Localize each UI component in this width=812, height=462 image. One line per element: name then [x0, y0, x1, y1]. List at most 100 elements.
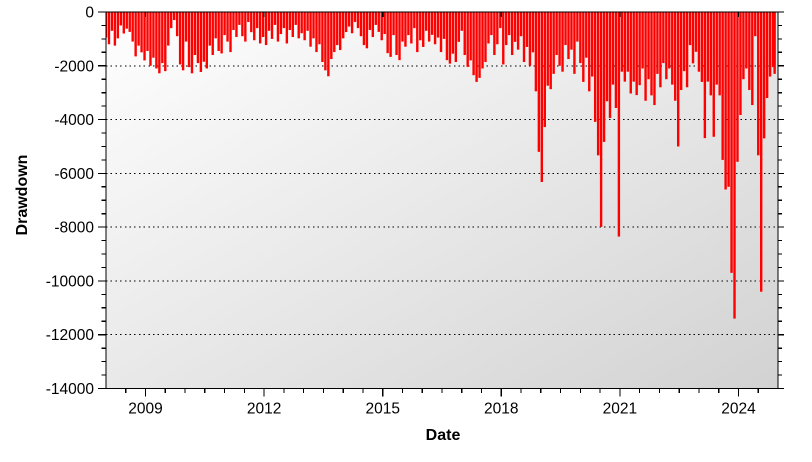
- drawdown-series: [106, 12, 776, 319]
- drawdown-bar: [389, 12, 392, 57]
- drawdown-bar: [226, 12, 229, 42]
- drawdown-bar: [285, 12, 289, 44]
- drawdown-bar: [552, 12, 555, 74]
- drawdown-bar: [339, 12, 342, 51]
- drawdown-bar: [273, 12, 277, 25]
- drawdown-bar: [149, 12, 152, 66]
- drawdown-bar: [549, 12, 552, 90]
- drawdown-bar: [679, 12, 683, 90]
- drawdown-bar: [327, 12, 330, 77]
- drawdown-bar: [614, 12, 618, 109]
- drawdown-bar: [513, 12, 517, 42]
- drawdown-bar: [638, 12, 641, 86]
- drawdown-bar: [398, 12, 401, 61]
- drawdown-bar: [333, 12, 336, 53]
- drawdown-bar: [107, 12, 111, 45]
- drawdown-bar: [261, 12, 265, 38]
- drawdown-bar: [641, 12, 644, 69]
- drawdown-bar: [570, 12, 573, 50]
- drawdown-bar: [712, 12, 715, 137]
- drawdown-bar: [253, 12, 256, 41]
- drawdown-bar: [152, 12, 155, 58]
- drawdown-bar: [193, 12, 197, 56]
- drawdown-bar: [697, 12, 701, 72]
- x-tick-label: 2021: [603, 401, 637, 418]
- drawdown-bar: [312, 12, 315, 39]
- drawdown-bar: [674, 12, 677, 101]
- drawdown-bar: [291, 12, 294, 38]
- drawdown-bar: [276, 12, 280, 42]
- drawdown-bar: [478, 12, 481, 78]
- drawdown-bar: [629, 12, 632, 94]
- drawdown-bar: [380, 12, 383, 41]
- drawdown-bar: [688, 12, 692, 46]
- drawdown-bar: [656, 12, 659, 74]
- drawdown-bar: [564, 12, 567, 46]
- drawdown-bar: [315, 12, 318, 53]
- drawdown-bar: [546, 12, 549, 86]
- drawdown-bar: [676, 12, 680, 147]
- y-tick-label: -6000: [54, 166, 94, 183]
- drawdown-bar: [279, 12, 283, 35]
- drawdown-bar: [694, 12, 698, 52]
- drawdown-bar: [466, 12, 469, 67]
- drawdown-bar: [122, 12, 125, 34]
- x-tick-label: 2024: [721, 401, 756, 418]
- drawdown-bar: [324, 12, 327, 71]
- drawdown-bar: [555, 12, 558, 56]
- drawdown-bar: [620, 12, 624, 72]
- drawdown-bar: [161, 12, 164, 64]
- y-tick-label: -4000: [54, 112, 94, 129]
- drawdown-bar: [502, 12, 505, 65]
- drawdown-bar: [525, 12, 529, 47]
- drawdown-bar: [715, 12, 718, 85]
- y-axis-title: Drawdown: [14, 155, 31, 236]
- drawdown-bar: [706, 12, 710, 82]
- drawdown-bar: [164, 12, 167, 72]
- drawdown-bar: [220, 12, 223, 54]
- drawdown-bar: [247, 12, 250, 22]
- drawdown-bar: [611, 12, 615, 85]
- drawdown-bar: [522, 12, 526, 63]
- drawdown-bar: [691, 12, 695, 64]
- drawdown-bar: [407, 12, 410, 36]
- drawdown-bar: [371, 12, 375, 38]
- drawdown-bar: [579, 12, 582, 64]
- drawdown-bar: [158, 12, 161, 74]
- drawdown-bar: [155, 12, 158, 69]
- y-axis-tick-labels: 0 -2000 -4000 -6000 -8000 -10000 -12000 -14000: [46, 5, 95, 399]
- drawdown-bar: [416, 12, 419, 53]
- drawdown-bar: [484, 12, 487, 63]
- drawdown-bar: [736, 12, 739, 162]
- drawdown-bar: [250, 12, 253, 33]
- drawdown-bar: [516, 12, 520, 50]
- drawdown-bar: [318, 12, 321, 45]
- drawdown-bar: [439, 12, 443, 53]
- y-tick-label: -12000: [46, 327, 95, 344]
- drawdown-bar: [463, 12, 466, 56]
- drawdown-bar: [401, 12, 404, 42]
- drawdown-bar: [202, 12, 206, 62]
- drawdown-bar: [721, 12, 724, 160]
- drawdown-bar: [668, 12, 671, 69]
- drawdown-bar: [422, 12, 425, 47]
- drawdown-bar: [653, 12, 656, 106]
- drawdown-bar: [258, 12, 262, 44]
- drawdown-bar: [353, 12, 357, 22]
- drawdown-bar: [773, 12, 776, 74]
- drawdown-bar: [487, 12, 490, 44]
- drawdown-bar: [733, 12, 736, 319]
- drawdown-bar: [685, 12, 689, 88]
- drawdown-bar: [558, 12, 561, 66]
- drawdown-bar: [665, 12, 668, 80]
- drawdown-bar: [134, 12, 137, 57]
- y-tick-label: 0: [85, 5, 94, 22]
- x-axis-tick-labels: 2009 2012 2015 2018 2021 2024: [128, 401, 756, 418]
- drawdown-bar: [427, 12, 431, 42]
- axis-ticks: [98, 11, 784, 397]
- drawdown-bar: [125, 12, 128, 29]
- x-tick-label: 2018: [484, 401, 518, 418]
- drawdown-bar: [460, 12, 463, 31]
- drawdown-bar: [267, 12, 271, 31]
